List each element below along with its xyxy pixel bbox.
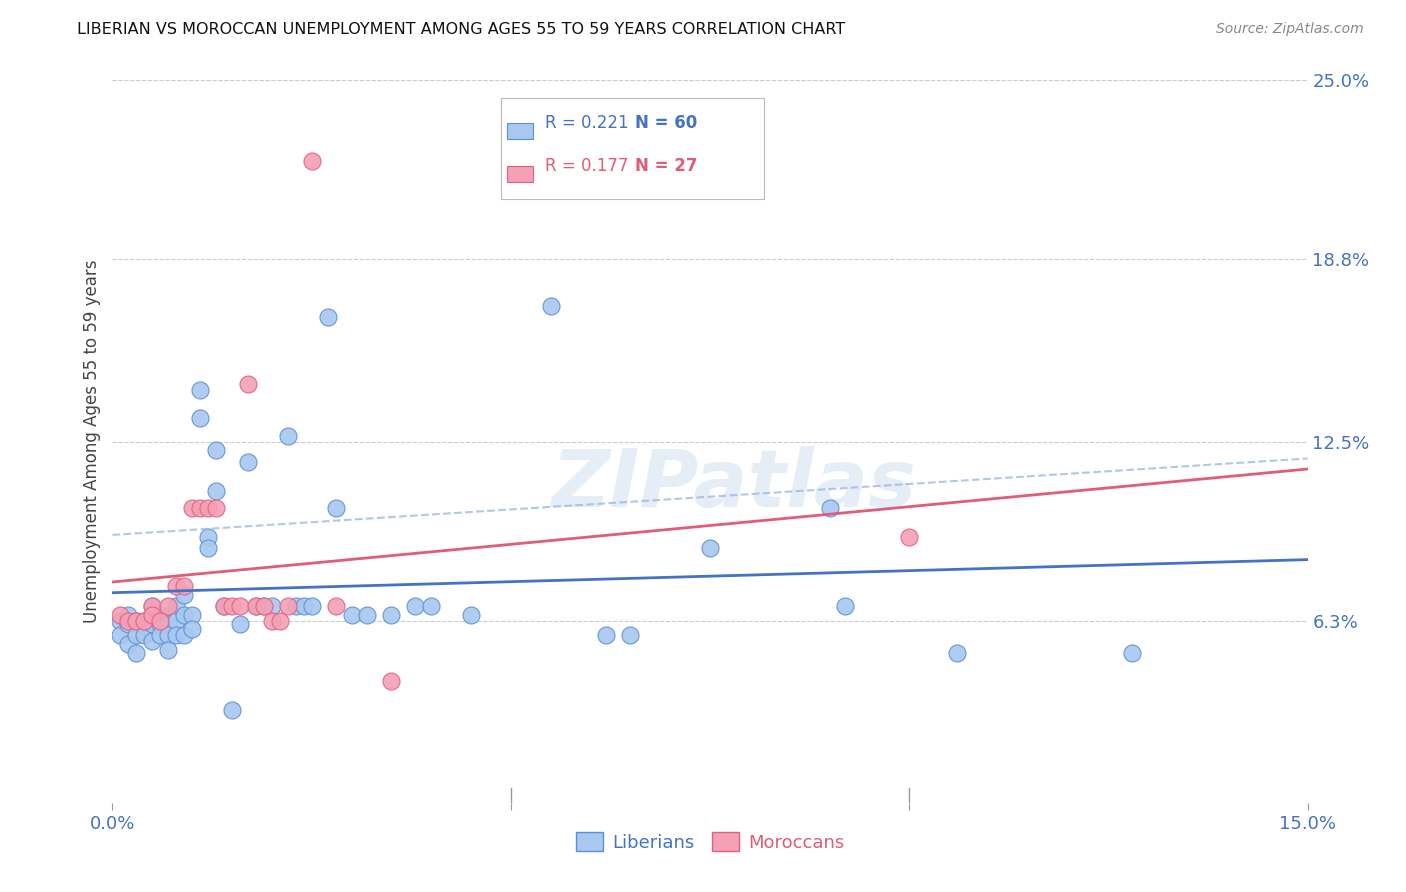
Point — [165, 628, 187, 642]
Point — [619, 628, 641, 642]
Point — [149, 628, 172, 642]
Text: N = 27: N = 27 — [634, 157, 697, 175]
Point — [277, 429, 299, 443]
Text: ZIPatlas: ZIPatlas — [551, 446, 917, 524]
Point — [818, 501, 841, 516]
Point — [157, 642, 180, 657]
Point — [212, 599, 235, 614]
Point — [205, 483, 228, 498]
FancyBboxPatch shape — [501, 98, 763, 200]
Point — [197, 541, 219, 556]
Y-axis label: Unemployment Among Ages 55 to 59 years: Unemployment Among Ages 55 to 59 years — [83, 260, 101, 624]
Point — [420, 599, 443, 614]
Point — [157, 616, 180, 631]
Point — [173, 628, 195, 642]
Point — [197, 501, 219, 516]
Point — [141, 634, 163, 648]
Point — [212, 599, 235, 614]
Point — [284, 599, 307, 614]
Point — [325, 599, 347, 614]
Point — [301, 599, 323, 614]
Point — [110, 607, 132, 622]
Point — [141, 599, 163, 614]
Point — [356, 607, 378, 622]
Text: R = 0.177: R = 0.177 — [546, 157, 628, 175]
Point — [316, 310, 339, 325]
Legend: Liberians, Moroccans: Liberians, Moroccans — [568, 825, 852, 859]
Point — [380, 674, 402, 689]
Point — [380, 607, 402, 622]
Point — [301, 154, 323, 169]
Point — [110, 614, 132, 628]
Point — [834, 599, 856, 614]
Bar — [508, 123, 533, 139]
Point — [946, 646, 969, 660]
Text: R = 0.221: R = 0.221 — [546, 114, 628, 132]
Point — [253, 599, 276, 614]
Point — [260, 599, 283, 614]
Point — [141, 616, 163, 631]
Point — [221, 703, 243, 717]
Point — [134, 614, 156, 628]
Point — [149, 614, 172, 628]
Point — [188, 411, 211, 425]
Point — [173, 607, 195, 622]
Point — [260, 614, 283, 628]
Point — [181, 501, 204, 516]
Point — [165, 614, 187, 628]
Point — [188, 383, 211, 397]
Point — [236, 376, 259, 391]
Point — [134, 614, 156, 628]
Point — [292, 599, 315, 614]
Point — [245, 599, 267, 614]
Point — [229, 599, 252, 614]
Point — [205, 443, 228, 458]
Point — [181, 623, 204, 637]
Point — [188, 501, 211, 516]
Point — [117, 607, 139, 622]
Point — [699, 541, 721, 556]
Point — [125, 614, 148, 628]
Text: LIBERIAN VS MOROCCAN UNEMPLOYMENT AMONG AGES 55 TO 59 YEARS CORRELATION CHART: LIBERIAN VS MOROCCAN UNEMPLOYMENT AMONG … — [77, 22, 845, 37]
Point — [117, 637, 139, 651]
Point — [134, 628, 156, 642]
Point — [325, 501, 347, 516]
Point — [460, 607, 482, 622]
Point — [173, 588, 195, 602]
Point — [898, 530, 921, 544]
Text: Source: ZipAtlas.com: Source: ZipAtlas.com — [1216, 22, 1364, 37]
Point — [117, 614, 139, 628]
Point — [1121, 646, 1143, 660]
Point — [117, 616, 139, 631]
Point — [197, 530, 219, 544]
Point — [141, 607, 163, 622]
Point — [157, 628, 180, 642]
Text: N = 60: N = 60 — [634, 114, 697, 132]
Point — [125, 628, 148, 642]
Point — [221, 599, 243, 614]
Point — [269, 614, 291, 628]
Point — [173, 579, 195, 593]
Point — [229, 616, 252, 631]
Point — [253, 599, 276, 614]
Bar — [508, 166, 533, 182]
Point — [340, 607, 363, 622]
Point — [236, 455, 259, 469]
Point — [245, 599, 267, 614]
Point — [110, 628, 132, 642]
Point — [149, 607, 172, 622]
Point — [165, 579, 187, 593]
Point — [165, 599, 187, 614]
Point — [125, 614, 148, 628]
Point — [404, 599, 426, 614]
Point — [141, 599, 163, 614]
Point — [205, 501, 228, 516]
Point — [157, 599, 180, 614]
Point — [149, 616, 172, 631]
Point — [125, 646, 148, 660]
Point — [277, 599, 299, 614]
Point — [540, 299, 562, 313]
Point — [595, 628, 617, 642]
Point — [181, 607, 204, 622]
